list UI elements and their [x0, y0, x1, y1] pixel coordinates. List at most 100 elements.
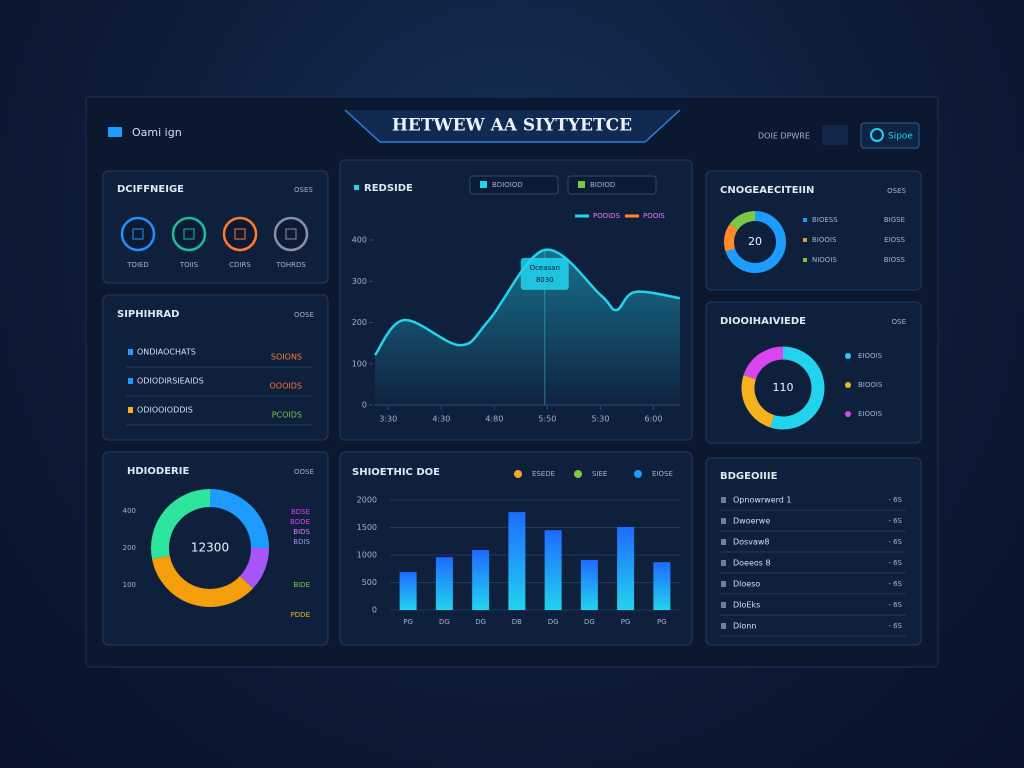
row-value: - 6S [888, 517, 902, 525]
filter-button[interactable] [567, 175, 657, 195]
panel-title: DIOOIHAIVIEDE [720, 316, 806, 327]
row-label: DIoEks [733, 601, 760, 610]
donut-center: 110 [773, 381, 794, 394]
row-label: Doeeos 8 [733, 559, 771, 568]
bar [580, 559, 598, 610]
bar [399, 572, 417, 610]
header-button-label: Sipoe [888, 132, 913, 142]
legend-swatch [803, 218, 807, 222]
legend-label: PODIDS [593, 212, 621, 220]
legend-swatch [845, 353, 851, 359]
list-label: ONDIAOCHATS [137, 348, 196, 357]
side-label: 400 [123, 507, 136, 515]
legend-swatch [634, 470, 642, 478]
row-bullet [721, 623, 726, 629]
legend-swatch [574, 470, 582, 478]
panel-title: DCIFFNEIGE [117, 184, 184, 195]
list-label: ODIOOIODDIS [137, 406, 193, 415]
legend-swatch [845, 382, 851, 388]
user-label: DOIE DPWRE [758, 132, 810, 141]
filter-button[interactable] [469, 175, 559, 195]
panel-title: SIPHIHRAD [117, 309, 179, 320]
row-bullet [721, 581, 726, 587]
annotation-text: 8030 [536, 276, 554, 284]
bar [617, 526, 635, 610]
status-label: TOIED [126, 261, 149, 269]
y-tick-label: 0 [362, 401, 367, 410]
icon-button[interactable] [822, 125, 848, 145]
panel-tag: OSES [887, 187, 906, 195]
legend-label: BDSE [291, 508, 310, 516]
list-value: SOIONS [271, 353, 302, 362]
donut-segment [152, 555, 254, 607]
x-tick-label: DG [475, 618, 486, 626]
x-tick-label: 6:00 [644, 415, 662, 424]
annotation-title: Oceasan [530, 264, 560, 272]
row-value: - 6S [888, 559, 902, 567]
donut-segment [209, 489, 269, 549]
x-tick-label: 4:30 [432, 415, 450, 424]
legend-swatch [514, 470, 522, 478]
donut-segment [729, 211, 756, 230]
row-value: - 6S [888, 622, 902, 630]
legend-label: BIDE [293, 581, 310, 589]
status-ring [171, 216, 207, 252]
y-tick-label: 200 [352, 318, 367, 327]
legend-label: POOIS [643, 212, 665, 220]
row-label: Opnowrwerd 1 [733, 496, 792, 505]
y-tick-label: 100 [352, 359, 367, 368]
legend-label: ESEDE [532, 470, 555, 478]
brand: Oami ign [132, 126, 182, 139]
bar [653, 562, 671, 610]
legend-value: BIGSE [884, 216, 905, 224]
row-value: - 6S [888, 496, 902, 504]
legend-swatch [845, 411, 851, 417]
row-bullet [721, 560, 726, 566]
row-value: - 6S [888, 580, 902, 588]
bar [435, 557, 453, 610]
list-label: ODIODIRSIEAIDS [137, 377, 204, 386]
list-bullet [128, 407, 133, 413]
list-value: OOOIDS [270, 382, 303, 391]
panel [102, 451, 329, 646]
legend-swatch [803, 258, 807, 262]
y-tick-label: 500 [362, 578, 377, 587]
x-tick-label: DG [439, 618, 450, 626]
status-ring [120, 216, 156, 252]
filter-button-label: BIDIOD [590, 181, 615, 189]
status-ring [222, 216, 258, 252]
donut-center: 20 [748, 235, 762, 248]
list-bullet [128, 378, 133, 384]
row-bullet [721, 602, 726, 608]
status-label: TOIIS [179, 261, 199, 269]
legend-label: PDDE [291, 611, 310, 619]
panel [102, 170, 329, 284]
annotation-box [520, 257, 569, 290]
legend-swatch [803, 238, 807, 242]
bar [544, 530, 562, 610]
side-label: 200 [123, 544, 136, 552]
legend-label: BIOESS [812, 216, 838, 224]
x-tick-label: 5:50 [538, 415, 556, 424]
x-tick-label: PG [621, 618, 631, 626]
bar [472, 550, 490, 610]
title-plate [344, 109, 681, 143]
status-icon [183, 228, 195, 240]
x-tick-label: DG [548, 618, 559, 626]
panel-tag: OOSE [294, 311, 314, 319]
button-icon [480, 181, 487, 188]
status-label: TOHRDS [275, 261, 306, 269]
status-icon [285, 228, 297, 240]
legend-label: BDDE [290, 518, 310, 526]
panel-tag: OSE [892, 318, 906, 326]
list-value: PCOIDS [272, 411, 302, 420]
panel [705, 170, 922, 291]
filter-button-label: BDIOIOD [492, 181, 523, 189]
x-tick-label: DB [512, 618, 522, 626]
bar [508, 512, 526, 610]
legend-label: EIOSE [652, 470, 673, 478]
row-bullet [721, 539, 726, 545]
line-area [375, 249, 680, 405]
row-value: - 6S [888, 601, 902, 609]
